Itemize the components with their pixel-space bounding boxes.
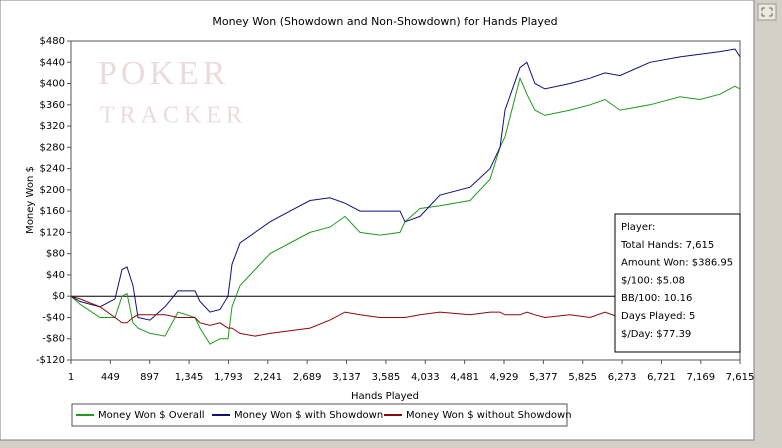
x-tick-label: 4,481 [450,372,479,383]
x-tick-label: 5,377 [529,372,558,383]
y-tick-label: $120 [40,227,65,238]
series-line [70,76,741,345]
y-tick-label: $80 [46,249,65,260]
x-tick-label: 4,033 [411,372,440,383]
x-tick-label: 6,273 [608,372,637,383]
y-tick-label: $440 [40,57,65,68]
info-line: $/Day: $77.39 [621,329,691,340]
y-tick-label: $280 [40,142,65,153]
x-tick-label: 7,169 [686,372,715,383]
y-tick-label: -$80 [42,334,65,345]
y-tick-label: $200 [40,185,65,196]
y-tick-label: -$120 [36,355,65,366]
y-tick-label: $480 [40,36,65,47]
plot-frame [70,40,741,361]
info-line: Days Played: 5 [621,311,695,322]
legend-label: Money Won $ with Showdown [234,410,383,421]
x-tick-label: 1,345 [175,372,204,383]
y-tick-label: -$40 [42,312,65,323]
x-tick-label: 7,615 [726,372,755,383]
x-tick-label: 3,585 [372,372,401,383]
x-tick-label: 2,689 [293,372,322,383]
info-box [614,213,741,353]
legend-label: Money Won $ without Showdown [406,410,572,421]
y-tick-label: $0 [52,291,65,302]
x-tick-label: 897 [140,372,159,383]
y-tick-label: $320 [40,121,65,132]
y-tick-label: $240 [40,164,65,175]
y-tick-label: $160 [40,206,65,217]
watermark: TRACKER [100,103,247,129]
zoom-icon[interactable] [757,3,777,21]
info-line: Total Hands: 7,615 [620,240,714,251]
chart-title: Money Won (Showdown and Non-Showdown) fo… [212,15,557,28]
x-axis-label: Hands Played [351,391,419,402]
series-line [70,295,741,337]
x-tick-label: 1,793 [214,372,243,383]
info-line: Amount Won: $386.95 [621,258,733,269]
series-line [70,48,741,321]
info-line: $/100: $5.08 [621,275,685,286]
info-line: Player: [621,222,655,233]
y-tick-label: $40 [46,270,65,281]
legend-box [71,403,568,427]
x-tick-label: 3,137 [332,372,361,383]
legend-label: Money Won $ Overall [98,410,205,421]
y-axis-label: Money Won $ [25,166,36,234]
x-tick-label: 4,929 [490,372,519,383]
info-line: BB/100: 10.16 [621,293,692,304]
y-tick-label: $400 [40,79,65,90]
x-tick-label: 5,825 [568,372,597,383]
x-tick-label: 6,721 [647,372,676,383]
x-tick-label: 449 [101,372,120,383]
y-tick-label: $360 [40,100,65,111]
x-tick-label: 2,241 [253,372,282,383]
zoom-icon-glyph [761,7,773,17]
watermark: POKER [98,55,229,92]
x-tick-label: 1 [68,372,74,383]
